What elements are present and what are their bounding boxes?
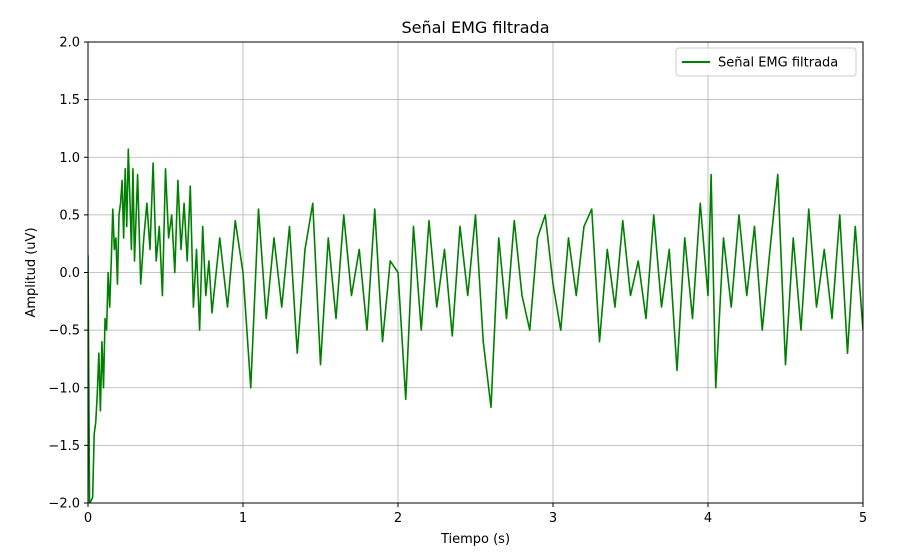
y-tick-label: 0.0 bbox=[59, 266, 80, 281]
y-tick-label: −1.5 bbox=[48, 439, 80, 454]
legend-box bbox=[675, 47, 857, 77]
y-axis-ticks: −2.0 −1.5 −1.0 −0.5 0.0 0.5 1.0 1.5 2.0 bbox=[48, 36, 88, 512]
x-tick-label: 5 bbox=[859, 511, 867, 526]
y-tick-label: −0.5 bbox=[48, 324, 80, 339]
chart-title: Señal EMG filtrada bbox=[401, 18, 549, 37]
y-tick-label: −1.0 bbox=[48, 381, 80, 396]
y-tick-label: 1.5 bbox=[59, 93, 80, 108]
x-tick-label: 0 bbox=[84, 511, 92, 526]
series-line bbox=[88, 148, 863, 503]
y-tick-label: 0.5 bbox=[59, 208, 80, 223]
x-tick-label: 2 bbox=[394, 511, 402, 526]
x-axis-label: Tiempo (s) bbox=[440, 532, 510, 547]
legend: Señal EMG filtrada bbox=[675, 47, 857, 77]
y-tick-label: −2.0 bbox=[48, 497, 80, 512]
legend-entry-label: Señal EMG filtrada bbox=[718, 56, 838, 71]
y-tick-label: 1.0 bbox=[59, 151, 80, 166]
x-tick-label: 1 bbox=[239, 511, 247, 526]
x-axis-ticks: 0 1 2 3 4 5 bbox=[84, 503, 867, 526]
y-axis-label: Amplitud (uV) bbox=[24, 227, 39, 317]
x-tick-label: 4 bbox=[704, 511, 712, 526]
y-tick-label: 2.0 bbox=[59, 36, 80, 51]
x-tick-label: 3 bbox=[549, 511, 557, 526]
series-layer bbox=[88, 148, 863, 503]
